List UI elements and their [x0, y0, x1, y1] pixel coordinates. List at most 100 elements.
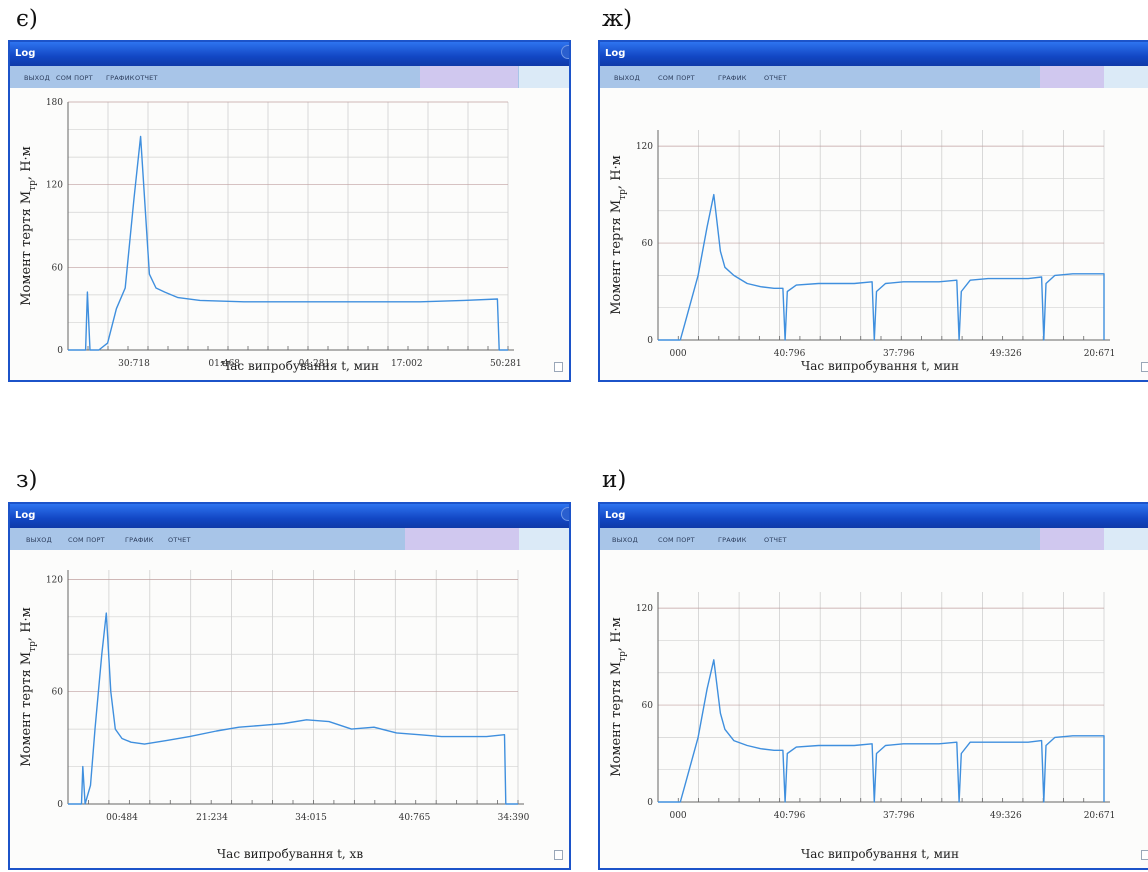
menu-graph[interactable]: ГРАФИК: [106, 74, 135, 82]
plot-area: 0 60 120 000 40:796 37:796 49:326 20:671 Час вип…: [600, 550, 1148, 868]
y-tick-label: 60: [642, 239, 654, 249]
panel-letter-2: ж): [602, 6, 633, 32]
menu-report[interactable]: ОТЧЕТ: [168, 536, 191, 544]
x-tick-label: 01:468: [208, 359, 240, 369]
x-tick-label: 20:671: [1084, 811, 1116, 821]
window-title: Log: [600, 42, 1148, 66]
resize-box[interactable]: [554, 850, 563, 860]
chart-window-3: Log ВЫХОД COM ПОРТ ГРАФИК ОТЧЕТ 0 60 120 00…: [8, 502, 571, 870]
chart-window-4: Log ВЫХОД COM ПОРТ ГРАФИК ОТЧЕТ 0 60 120 00…: [598, 502, 1148, 870]
x-tick-label: 000: [669, 349, 686, 359]
menu-com-port[interactable]: COM ПОРТ: [68, 536, 105, 544]
x-tick-label: 49:326: [990, 811, 1022, 821]
x-tick-label: 34:015: [295, 813, 327, 823]
y-axis-label: Момент тертя Mтр, Н·м: [19, 146, 38, 306]
chart-window-1: Log ВЫХОД COM ПОРТ ГРАФИК ОТЧЕТ 0 60 120 18…: [8, 40, 571, 382]
x-axis-label: Час випробування t, мин: [221, 359, 379, 373]
y-tick-label: 0: [647, 336, 653, 346]
menu-filler: [1104, 66, 1148, 88]
menu-report[interactable]: ОТЧЕТ: [135, 74, 158, 82]
y-tick-label: 120: [46, 575, 63, 585]
y-tick-label: 60: [52, 688, 64, 698]
x-tick-label: 34:390: [498, 813, 530, 823]
resize-box[interactable]: [1141, 362, 1148, 372]
y-tick-label: 0: [57, 800, 63, 810]
window-title: Log: [600, 504, 1148, 528]
x-tick-label: 30:718: [118, 359, 150, 369]
window-title: Log: [10, 504, 569, 528]
menu-com-port[interactable]: COM ПОРТ: [658, 536, 695, 544]
menu-exit[interactable]: ВЫХОД: [614, 74, 640, 82]
close-icon[interactable]: [561, 45, 569, 59]
x-axis-label: Час випробування t, мин: [801, 847, 959, 861]
menu-com-port[interactable]: COM ПОРТ: [658, 74, 695, 82]
grid: [657, 592, 1105, 803]
x-tick-label: 000: [669, 811, 686, 821]
menu-highlight: [420, 66, 518, 88]
y-axis-label: Момент тертя Mтр, Н·м: [609, 617, 628, 777]
menu-exit[interactable]: ВЫХОД: [612, 536, 638, 544]
y-tick-label: 120: [636, 604, 653, 614]
menu-report[interactable]: ОТЧЕТ: [764, 536, 787, 544]
x-tick-label: 37:796: [883, 349, 915, 359]
panel-letter-4: и): [602, 467, 627, 493]
y-tick-label: 0: [57, 346, 63, 356]
window-title: Log: [10, 42, 569, 66]
menu-exit[interactable]: ВЫХОД: [24, 74, 50, 82]
menu-bar: ВЫХОД COM ПОРТ ГРАФИК ОТЧЕТ: [10, 66, 569, 88]
menu-graph[interactable]: ГРАФИК: [718, 74, 747, 82]
y-tick-label: 60: [642, 701, 654, 711]
close-icon[interactable]: [561, 507, 569, 521]
panel-letter-3: з): [16, 467, 38, 493]
grid: [67, 101, 509, 351]
menu-bar: ВЫХОД COM ПОРТ ГРАФИК ОТЧЕТ: [10, 528, 569, 550]
y-tick-label: 120: [636, 142, 653, 152]
y-tick-label: 180: [46, 98, 63, 108]
resize-box[interactable]: [554, 362, 563, 372]
plot-area: 0 60 120 180 30:718 01:468 04:281 17:002 50:281 Ч…: [10, 88, 569, 380]
plot-area: 0 60 120 00:484 21:234 34:015 40:765 34:390 Час …: [10, 550, 569, 868]
resize-box[interactable]: [1141, 850, 1148, 860]
x-tick-label: 00:484: [106, 813, 138, 823]
menu-bar: ВЫХОД COM ПОРТ ГРАФИК ОТЧЕТ: [600, 66, 1148, 88]
menu-graph[interactable]: ГРАФИК: [718, 536, 747, 544]
x-tick-label: 40:796: [774, 811, 806, 821]
y-tick-label: 120: [46, 181, 63, 191]
y-axis-label: Момент тертя Mтр, Н·м: [19, 607, 38, 767]
series-line: [658, 659, 1105, 803]
grid: [67, 570, 519, 805]
x-tick-label: 04:281: [299, 359, 331, 369]
x-tick-label: 37:796: [883, 811, 915, 821]
menu-filler: [519, 66, 569, 88]
chart-3: 0 60 120 00:484 21:234 34:015 40:765 34:390 Час …: [19, 570, 530, 861]
x-tick-label: 49:326: [990, 349, 1022, 359]
menu-highlight: [1040, 528, 1104, 550]
menu-report[interactable]: ОТЧЕТ: [764, 74, 787, 82]
y-tick-label: 60: [52, 263, 64, 273]
y-axis-label: Момент тертя Mтр, Н·м: [609, 155, 628, 315]
menu-com-port[interactable]: COM ПОРТ: [56, 74, 93, 82]
plot-area: 0 60 120 000 40:796 37:796 49:326 20:671 Час вип…: [600, 88, 1148, 380]
x-tick-label: 21:234: [196, 813, 228, 823]
menu-graph[interactable]: ГРАФИК: [125, 536, 154, 544]
grid: [657, 130, 1105, 341]
series-line: [68, 612, 518, 805]
x-tick-label: 40:796: [774, 349, 806, 359]
chart-4: 0 60 120 000 40:796 37:796 49:326 20:671 Час вип…: [609, 592, 1116, 861]
menu-filler: [519, 528, 569, 550]
menu-highlight: [405, 528, 523, 550]
x-tick-label: 17:002: [391, 359, 423, 369]
menu-highlight: [1040, 66, 1104, 88]
menu-filler: [1104, 528, 1148, 550]
panel-letter-1: є): [16, 6, 38, 32]
series-line: [68, 135, 508, 351]
x-tick-label: 50:281: [490, 359, 522, 369]
y-tick-label: 0: [647, 798, 653, 808]
x-axis-label: Час випробування t, мин: [801, 359, 959, 373]
chart-1: 0 60 120 180 30:718 01:468 04:281 17:002 50:281 Ч…: [19, 98, 522, 373]
chart-window-2: Log ВЫХОД COM ПОРТ ГРАФИК ОТЧЕТ 0 60 120 00…: [598, 40, 1148, 382]
series-line: [658, 193, 1105, 341]
chart-2: 0 60 120 000 40:796 37:796 49:326 20:671 Час вип…: [609, 130, 1115, 373]
x-tick-label: 40:765: [399, 813, 431, 823]
menu-exit[interactable]: ВЫХОД: [26, 536, 52, 544]
